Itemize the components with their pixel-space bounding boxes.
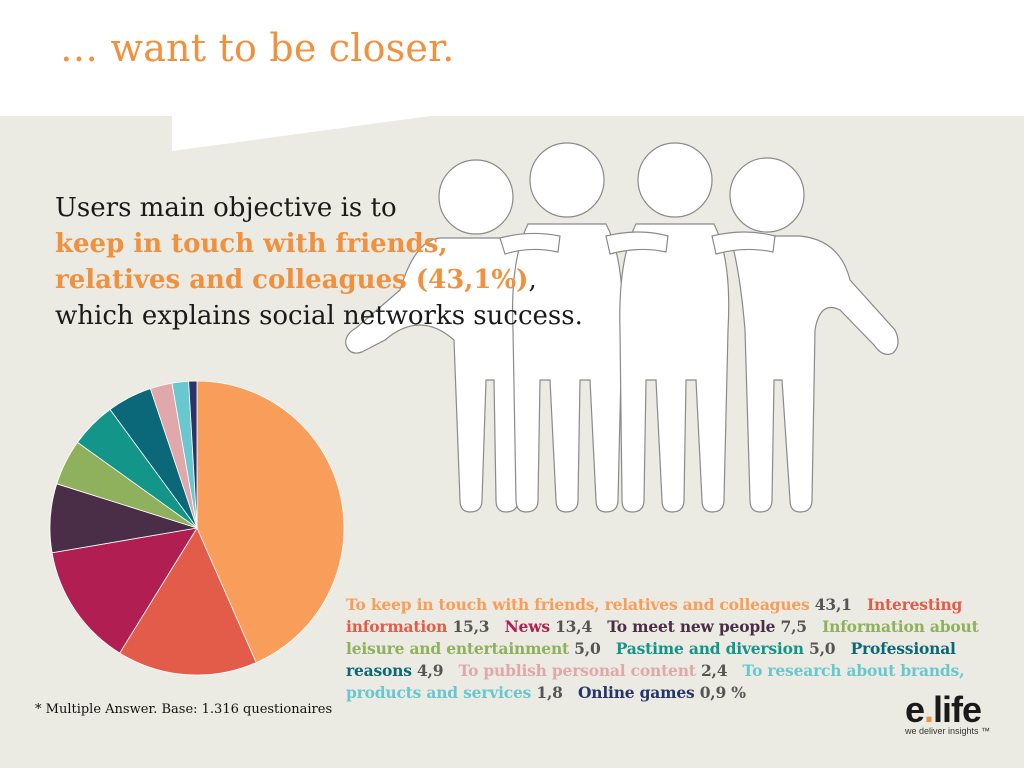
legend-value: 13,4: [555, 617, 593, 636]
legend-item-2: Interesting information 15,3: [346, 595, 962, 636]
logo-word-right: life: [933, 689, 982, 730]
logo-dot: .: [924, 689, 934, 730]
legend-item-8: To publish personal content 2,4: [459, 661, 728, 680]
legend-value: 4,9: [416, 661, 444, 680]
legend-item-3: News 13,4: [504, 617, 593, 636]
legend-value: 43,1: [814, 595, 852, 614]
pie-slice-10: [188, 380, 198, 529]
chart-legend: To keep in touch with friends, relatives…: [346, 594, 1010, 704]
footnote: * Multiple Answer. Base: 1.316 questiona…: [35, 702, 333, 717]
logo-wordmark: e.life: [905, 692, 1005, 728]
lead-comma: ,: [528, 265, 537, 295]
friends-silhouette-icon: [345, 142, 899, 513]
legend-label: News: [504, 617, 556, 636]
legend-value: 1,8: [536, 683, 563, 702]
legend-item-1: To keep in touch with friends, relatives…: [346, 595, 852, 614]
legend-item-4: To meet new people 7,5: [607, 617, 807, 636]
lead-text: Users main objective is to keep in touch…: [55, 190, 655, 334]
lead-highlight-line-2: relatives and colleagues (43,1%): [55, 265, 529, 295]
legend-item-10: Online games 0,9 %: [578, 683, 746, 702]
legend-label: To research about brands, products and s…: [346, 661, 965, 702]
legend-value: 7,5: [780, 617, 808, 636]
legend-label: To keep in touch with friends, relatives…: [346, 595, 815, 614]
legend-label: To publish personal content: [458, 661, 701, 680]
pie-slice-1: [196, 380, 345, 664]
legend-label: Interesting information: [346, 595, 963, 636]
logo-tagline: we deliver insights ™: [905, 726, 991, 736]
elife-logo: e.life we deliver insights ™: [905, 692, 1005, 737]
legend-item-7: Professional reasons 4,9: [346, 639, 956, 680]
lead-line-1: Users main objective is to: [55, 193, 397, 223]
legend-item-6: Pastime and diversion 5,0: [616, 639, 836, 658]
legend-item-9: To research about brands, products and s…: [346, 661, 964, 702]
legend-label: Professional reasons: [346, 639, 956, 680]
lead-highlight-line-1: keep in touch with friends,: [55, 229, 448, 259]
lead-line-4: which explains social networks success.: [55, 301, 583, 331]
legend-value: 5,0: [574, 639, 601, 658]
pie-slice-2: [119, 527, 257, 676]
legend-label: To meet new people: [607, 617, 781, 636]
legend-label: Information about leisure and entertainm…: [346, 617, 979, 658]
logo-word-left: e: [905, 689, 925, 730]
legend-value: 15,3: [452, 617, 490, 636]
legend-item-5: Information about leisure and entertainm…: [346, 617, 979, 658]
pie-slice-3: [51, 527, 198, 654]
legend-label: Online games: [577, 683, 700, 702]
legend-value: 0,9 %: [699, 683, 746, 702]
page-title: … want to be closer.: [60, 26, 455, 70]
legend-value: 5,0: [809, 639, 836, 658]
legend-label: Pastime and diversion: [615, 639, 809, 658]
legend-value: 2,4: [700, 661, 728, 680]
